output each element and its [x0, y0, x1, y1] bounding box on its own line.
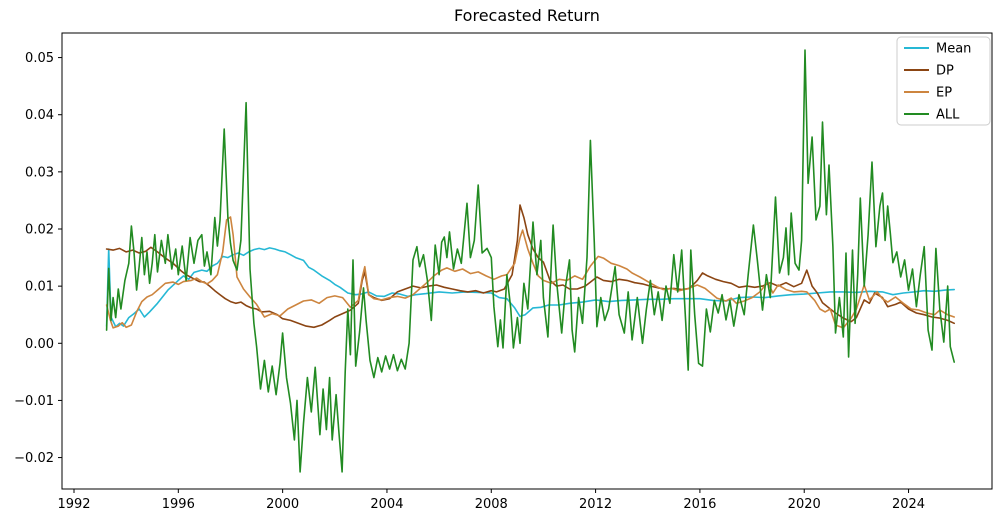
legend-box — [896, 36, 991, 126]
chart-title: Forecasted Return — [454, 6, 600, 25]
x-tick-label: 2016 — [683, 497, 716, 512]
x-tick-label: 1992 — [57, 497, 90, 512]
series-layer — [105, 49, 956, 473]
legend-item-mean: Mean — [904, 42, 971, 57]
x-tick-label: 2012 — [579, 497, 612, 512]
x-tick-label: 2004 — [370, 497, 403, 512]
y-axis: −0.02 −0.01 0.00 0.01 0.02 0.03 0.04 0.05 — [14, 51, 62, 466]
legend-label: Mean — [936, 42, 971, 57]
y-tick-label: 0.03 — [25, 165, 54, 180]
y-tick-label: 0.00 — [25, 337, 54, 352]
series-dp-line — [105, 204, 956, 329]
x-tick-label: 2000 — [266, 497, 299, 512]
legend-item-ep: EP — [904, 86, 952, 101]
y-tick-label: −0.02 — [14, 451, 54, 466]
y-tick-label: 0.05 — [25, 51, 54, 66]
series-all-line — [105, 49, 956, 473]
x-tick-label: 2020 — [788, 497, 821, 512]
y-tick-label: −0.01 — [14, 394, 54, 409]
x-tick-label: 1996 — [162, 497, 195, 512]
x-tick-label: 2024 — [892, 497, 925, 512]
legend: Mean DP EP ALL — [896, 36, 991, 126]
legend-label: EP — [936, 86, 952, 101]
legend-item-dp: DP — [904, 64, 954, 79]
legend-item-all: ALL — [904, 108, 960, 123]
legend-label: ALL — [936, 108, 960, 123]
y-tick-label: 0.01 — [25, 280, 54, 295]
plot-area — [61, 32, 993, 490]
plot-frame — [61, 32, 993, 490]
x-axis: 1992 1996 2000 2004 2008 2012 2016 2020 2024 — [57, 489, 925, 512]
x-tick-label: 2008 — [475, 497, 508, 512]
legend-label: DP — [936, 64, 954, 79]
y-tick-label: 0.02 — [25, 223, 54, 238]
y-tick-label: 0.04 — [25, 108, 54, 123]
